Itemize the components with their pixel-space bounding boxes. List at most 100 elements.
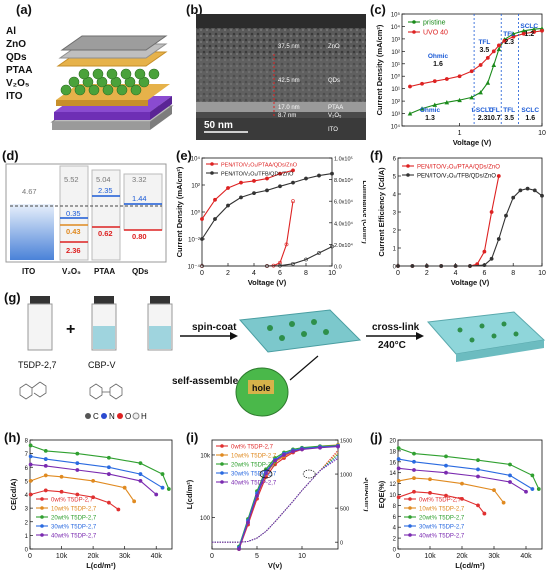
data-point: [304, 257, 308, 262]
series-line-2: [202, 201, 294, 267]
y2-axis-label: J(mA/cm²): [363, 477, 368, 511]
energy-v2o5-mid: 0.35: [66, 209, 81, 218]
y-tick-label: 12: [389, 482, 396, 488]
data-point: [460, 481, 464, 486]
data-point: [428, 490, 432, 495]
vial-cbpv: [91, 296, 117, 351]
data-point: [252, 179, 256, 183]
data-point: [138, 472, 143, 476]
data-point: [518, 188, 523, 193]
data-point: [502, 38, 507, 43]
data-point: [410, 264, 415, 268]
vial-t5dp: [27, 296, 53, 351]
x-tick-label: 0: [200, 270, 204, 277]
data-point: [278, 171, 282, 176]
legend-label: UVO 40: [423, 29, 448, 36]
data-point: [485, 80, 491, 85]
data-point: [330, 171, 334, 176]
panel-letter-d: (d): [2, 148, 19, 163]
y-tick-label: 100: [200, 516, 211, 522]
data-point: [444, 100, 450, 105]
data-point: [264, 471, 268, 476]
data-point: [291, 199, 295, 204]
data-point: [453, 264, 458, 268]
data-point: [246, 520, 250, 525]
data-point: [28, 443, 33, 448]
data-point: [444, 463, 448, 468]
annotation-label: t-SCLC: [472, 107, 494, 114]
data-point: [444, 470, 448, 475]
x-tick-label: 10: [538, 130, 546, 137]
data-point: [160, 472, 165, 476]
data-point: [28, 454, 33, 459]
x-tick-label: 6: [482, 270, 486, 277]
tem-label-ptaa: PTAA: [328, 105, 343, 111]
energy-v2o5-bottom: 2.36: [66, 246, 81, 255]
legend-marker: [408, 524, 412, 528]
y-tick-label: 10⁻⁴: [188, 264, 201, 271]
legend-marker: [220, 471, 224, 475]
data-point: [536, 487, 541, 491]
data-point: [501, 500, 506, 505]
y-tick-label: 10⁵: [391, 12, 401, 19]
data-point: [43, 457, 48, 461]
data-point: [439, 264, 444, 268]
x-tick-label: 1: [458, 130, 462, 137]
series-line-3: [398, 458, 533, 490]
x-axis-label: L(cd/m²): [86, 561, 116, 570]
data-point: [508, 462, 512, 467]
x-axis-label: Voltage (V): [248, 278, 287, 287]
data-point: [491, 49, 496, 54]
series-line-1: [398, 477, 505, 504]
y-tick-label: 14: [389, 471, 396, 477]
energy-ptaa-mid: 2.35: [98, 186, 113, 195]
legend-marker: [408, 533, 412, 537]
data-point: [511, 195, 516, 200]
data-point: [460, 496, 464, 501]
y-tick-label: 10²: [391, 50, 400, 56]
annotation-label: TFL: [503, 31, 515, 38]
series-line-1: [238, 444, 339, 550]
x-tick-label: 10: [298, 553, 306, 560]
data-point: [91, 478, 96, 483]
series-line-4: [398, 467, 527, 493]
y2-tick-label: 0: [340, 541, 343, 547]
chart-j: 0 10k 20k 30k 40k 0 2 4 6 8 10 12 14 16 18 20 L(cd/m²) EQ…: [377, 439, 543, 570]
molecule-structure-t5dp: [19, 381, 47, 400]
data-point: [419, 106, 425, 111]
annotation-label: TFL: [503, 107, 515, 114]
annotation-value: 2.3: [478, 115, 488, 122]
data-point: [525, 186, 530, 191]
y-tick-label: 10⁴: [391, 124, 401, 131]
panel-letter-b: (b): [186, 2, 203, 17]
y-tick-label: 10¹: [391, 87, 400, 93]
series-line-0: [201, 169, 294, 220]
series-line-3: [238, 445, 339, 548]
layer-label-qds: QDs: [6, 52, 27, 63]
legend-label: 10wt% T5DP-2,7: [231, 453, 277, 459]
data-point: [213, 217, 217, 221]
y2-tick-label: 8.0x10⁴: [334, 177, 354, 184]
legend-label: 30wt% T5DP-2,7: [231, 471, 277, 477]
data-point: [428, 477, 432, 482]
legend-marker: [40, 515, 44, 519]
data-point: [252, 191, 256, 196]
legend-label: 10wt% T5DP-2,7: [51, 506, 97, 512]
data-point: [457, 97, 462, 103]
data-point: [278, 263, 282, 268]
legend-marker: [40, 506, 44, 510]
data-point: [106, 472, 111, 476]
label-hole: hole: [252, 383, 271, 393]
annotation-value: 1.6: [433, 61, 443, 68]
data-point: [476, 474, 480, 479]
data-point: [75, 451, 80, 456]
data-point: [491, 62, 497, 67]
data-point: [317, 251, 321, 255]
y2-axis-label: Luminance (Cd/m²): [361, 180, 366, 243]
current-density-line: [212, 456, 339, 543]
data-point: [43, 473, 48, 478]
legend-label: 40wt% T5DP-2,7: [419, 533, 465, 539]
data-point: [154, 492, 159, 497]
x-tick-label: 20k: [87, 553, 99, 560]
annotation-value: 1.6: [525, 115, 535, 122]
